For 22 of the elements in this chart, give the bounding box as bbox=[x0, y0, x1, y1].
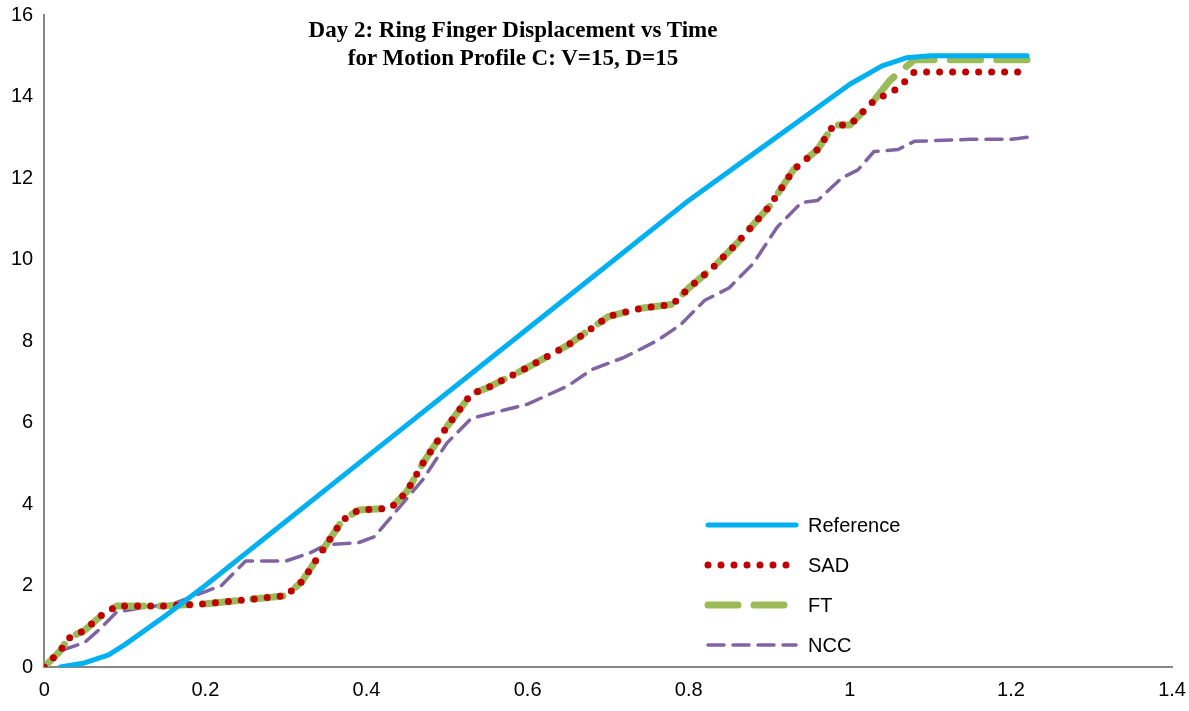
y-tick-label: 12 bbox=[11, 165, 34, 188]
x-tick-label: 1 bbox=[844, 677, 856, 700]
legend-label: FT bbox=[808, 593, 833, 617]
text: Day 2: Ring Finger Displacement vs Time for Motion Profile C: V=15, D=15 bbox=[308, 17, 718, 71]
legend-label: SAD bbox=[808, 553, 850, 577]
x-tick-label: 1.2 bbox=[997, 677, 1025, 700]
y-tick-label: 8 bbox=[22, 328, 34, 351]
y-tick-label: 2 bbox=[22, 573, 34, 596]
x-tick-label: 1.4 bbox=[1158, 677, 1186, 700]
x-tick-label: 0.2 bbox=[191, 677, 220, 700]
y-tick-label: 0 bbox=[22, 654, 34, 677]
y-tick-label: 10 bbox=[11, 247, 34, 270]
y-tick-label: 6 bbox=[22, 410, 34, 433]
y-tick-label: 16 bbox=[11, 2, 34, 25]
legend-label: Reference bbox=[808, 513, 901, 537]
y-tick-label: 4 bbox=[22, 491, 34, 514]
x-tick-label: 0 bbox=[38, 677, 50, 700]
x-tick-label: 0.6 bbox=[513, 677, 542, 700]
x-tick-label: 0.8 bbox=[674, 677, 703, 700]
x-tick-label: 0.4 bbox=[352, 677, 381, 700]
y-tick-label: 14 bbox=[11, 84, 34, 107]
legend-label: NCC bbox=[808, 633, 852, 657]
